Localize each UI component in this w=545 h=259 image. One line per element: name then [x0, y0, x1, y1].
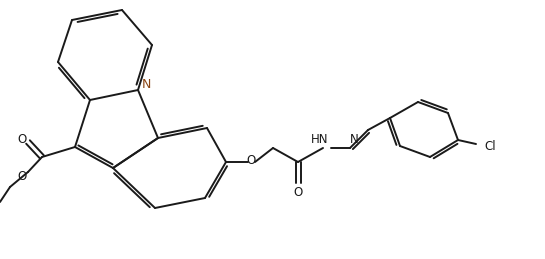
Text: N: N	[141, 77, 150, 90]
Text: HN: HN	[311, 133, 329, 146]
Text: N: N	[350, 133, 359, 146]
Text: Cl: Cl	[484, 140, 496, 153]
Text: O: O	[17, 169, 27, 183]
Text: O: O	[17, 133, 27, 146]
Text: O: O	[246, 154, 256, 167]
Text: O: O	[293, 185, 302, 198]
